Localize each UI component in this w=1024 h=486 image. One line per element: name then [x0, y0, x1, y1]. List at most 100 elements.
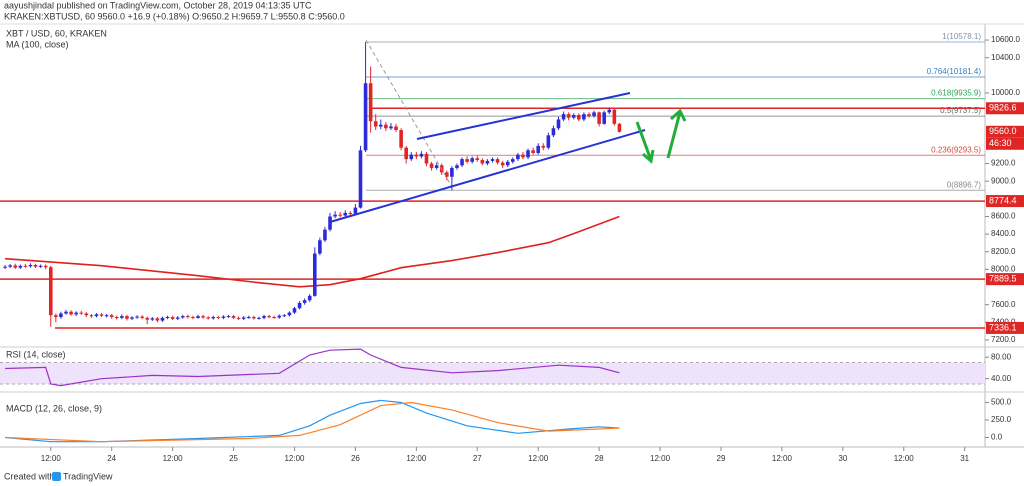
arrow-head — [642, 149, 655, 164]
candle-body — [546, 135, 551, 148]
candle-body — [587, 114, 591, 116]
y-tick-label: 8200.0 — [991, 247, 1016, 256]
ma-legend: MA (100, close) — [6, 39, 69, 49]
author-line: aayushjindal published on TradingView.co… — [4, 0, 312, 10]
arrow-down — [635, 121, 653, 161]
candle-body — [211, 317, 216, 319]
candle-body — [191, 317, 195, 319]
candle-body — [373, 121, 378, 127]
candle-body — [33, 264, 38, 267]
candle-body — [445, 172, 449, 177]
candle-body — [186, 316, 190, 318]
candle-body — [104, 315, 109, 317]
candle-body — [216, 317, 221, 319]
level-box — [986, 195, 1024, 208]
candle-body — [328, 216, 332, 230]
channel-lower — [329, 129, 646, 223]
candle-body — [561, 114, 566, 120]
candle-body — [94, 314, 99, 317]
level-label: 9826.6 — [989, 103, 1017, 113]
candle-body — [23, 265, 28, 267]
candle-body — [353, 207, 358, 214]
candle-body — [175, 317, 180, 319]
candle-body — [531, 150, 535, 153]
candle-body — [434, 165, 439, 168]
channel-upper — [416, 92, 631, 140]
candle-body — [84, 313, 89, 316]
candle-body — [252, 317, 256, 319]
candle-body — [521, 154, 525, 158]
candle-body — [262, 316, 266, 318]
candle-body — [18, 265, 23, 268]
candle-body — [150, 318, 155, 320]
candle-body — [59, 313, 63, 318]
y-tick-label: 10000.0 — [991, 88, 1020, 97]
candle-body — [612, 109, 617, 124]
x-tick-label: 27 — [473, 454, 482, 463]
candle-body — [170, 317, 175, 319]
candle-body — [125, 316, 129, 319]
candle-body — [536, 145, 540, 153]
countdown-label: 46:30 — [989, 138, 1012, 148]
candle-body — [516, 154, 520, 160]
candle-body — [399, 130, 403, 148]
brand-logo — [52, 472, 61, 481]
candle-body — [384, 124, 388, 129]
arrow-up — [666, 111, 682, 159]
x-tick-label: 28 — [595, 454, 604, 463]
candle-body — [480, 160, 485, 164]
candle-body — [8, 265, 12, 267]
candle-body — [505, 161, 510, 166]
candle-body — [120, 316, 124, 318]
level-box — [986, 102, 1024, 115]
x-tick-label: 26 — [351, 454, 360, 463]
x-tick-label: 12:00 — [406, 454, 427, 463]
last-price-box — [986, 125, 1024, 138]
candle-body — [409, 154, 414, 160]
candle-body — [348, 212, 353, 214]
candle-body — [490, 159, 495, 161]
level-box — [986, 321, 1024, 334]
candle-body — [79, 312, 84, 314]
candle-body — [368, 83, 373, 122]
candle-body — [206, 317, 210, 319]
candle-body — [566, 114, 571, 118]
x-tick-label: 12:00 — [528, 454, 549, 463]
candle-body — [389, 126, 393, 129]
candle-body — [617, 123, 622, 132]
rsi-band — [0, 362, 985, 385]
candle-body — [287, 312, 292, 316]
series-line — [5, 348, 620, 387]
series-line — [5, 401, 620, 443]
arrow-head — [670, 108, 687, 122]
candle-body — [99, 314, 104, 316]
x-tick-label: 29 — [717, 454, 726, 463]
candle-body — [333, 214, 337, 217]
candle-body — [450, 167, 454, 177]
candle-body — [429, 163, 434, 168]
y-tick-label: 8600.0 — [991, 212, 1016, 221]
x-tick-label: 30 — [838, 454, 847, 463]
x-tick-label: 25 — [229, 454, 238, 463]
candle-body — [495, 159, 500, 163]
fib-label: 0(8896.7) — [947, 180, 982, 189]
candle-body — [338, 214, 342, 216]
x-tick-label: 12:00 — [772, 454, 793, 463]
footer-brand[interactable]: TradingView — [63, 471, 113, 481]
candle-body — [130, 317, 134, 319]
y-tick-label: 40.00 — [991, 374, 1012, 383]
macd-title: MACD (12, 26, close, 9) — [6, 403, 102, 413]
x-tick-label: 31 — [960, 454, 969, 463]
candle-body — [541, 145, 546, 148]
candle-body — [460, 159, 464, 166]
candle-body — [465, 159, 469, 162]
candle-body — [267, 316, 271, 318]
symbol-line: KRAKEN:XBTUSD, 60 9560.0 +16.9 (+0.18%) … — [4, 11, 345, 21]
candle-body — [307, 295, 312, 301]
candle-body — [69, 311, 73, 315]
candle-body — [38, 265, 43, 267]
fib-label: 0.5(9737.5) — [940, 106, 981, 115]
candle-body — [231, 316, 236, 318]
candle-body — [511, 159, 515, 162]
